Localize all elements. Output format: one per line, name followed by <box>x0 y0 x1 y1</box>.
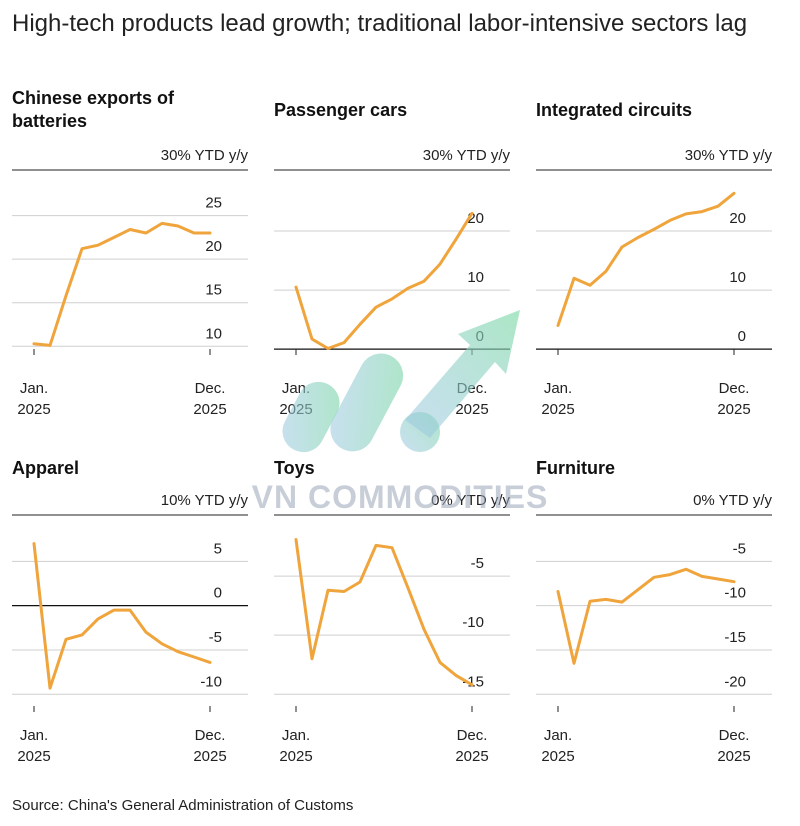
x-axis-label: Jan. <box>282 727 310 744</box>
series-line <box>556 567 736 665</box>
x-axis-label: 2025 <box>717 748 750 765</box>
series-line <box>32 221 212 347</box>
y-tick-label: 0 <box>738 328 746 345</box>
panel-title: batteries <box>12 111 87 131</box>
x-axis-label: 2025 <box>279 748 312 765</box>
series-line <box>32 542 212 690</box>
x-axis-label: 2025 <box>717 401 750 418</box>
x-axis-label: Dec. <box>719 727 750 744</box>
unit-label: 10% YTD y/y <box>161 492 249 509</box>
x-axis-label: 2025 <box>455 748 488 765</box>
y-tick-label: 10 <box>205 325 222 342</box>
unit-label: 30% YTD y/y <box>161 147 249 164</box>
y-tick-label: 0 <box>214 585 222 602</box>
x-axis-label: Jan. <box>20 380 48 397</box>
series-line <box>294 211 474 350</box>
y-tick-label: -20 <box>724 673 746 690</box>
x-axis-label: 2025 <box>17 748 50 765</box>
x-axis-label: 2025 <box>17 401 50 418</box>
x-axis-label: Jan. <box>544 727 572 744</box>
unit-label: 30% YTD y/y <box>423 147 511 164</box>
panel-title: Chinese exports of <box>12 88 175 108</box>
x-axis-label: Dec. <box>457 727 488 744</box>
y-tick-label: -15 <box>724 629 746 646</box>
series-line <box>294 538 474 687</box>
y-tick-label: 15 <box>205 282 222 299</box>
y-tick-label: -5 <box>209 629 222 646</box>
y-tick-label: -10 <box>724 585 746 602</box>
x-axis-label: Jan. <box>20 727 48 744</box>
unit-label: 0% YTD y/y <box>431 492 510 509</box>
x-axis-label: 2025 <box>541 401 574 418</box>
y-tick-label: 20 <box>729 210 746 227</box>
x-axis-label: Dec. <box>195 380 226 397</box>
chart-headline: High-tech products lead growth; traditio… <box>12 10 748 37</box>
series-line <box>556 191 736 327</box>
unit-label: 0% YTD y/y <box>693 492 772 509</box>
x-axis-label: Dec. <box>719 380 750 397</box>
y-tick-label: -5 <box>471 555 484 572</box>
y-tick-label: -5 <box>733 540 746 557</box>
panel-title: Toys <box>274 458 315 478</box>
x-axis-label: 2025 <box>193 401 226 418</box>
x-axis-label: 2025 <box>541 748 574 765</box>
y-tick-label: 10 <box>729 269 746 286</box>
panel-title: Integrated circuits <box>536 100 692 120</box>
y-tick-label: -10 <box>200 673 222 690</box>
y-tick-label: 20 <box>205 238 222 255</box>
x-axis-label: 2025 <box>193 748 226 765</box>
panel-title: Apparel <box>12 458 79 478</box>
unit-label: 30% YTD y/y <box>685 147 773 164</box>
source-note: Source: China's General Administration o… <box>12 797 354 814</box>
x-axis-label: Jan. <box>544 380 572 397</box>
x-axis-label: Dec. <box>195 727 226 744</box>
y-tick-label: -15 <box>462 673 484 690</box>
y-tick-label: -10 <box>462 614 484 631</box>
y-tick-label: 5 <box>214 540 222 557</box>
y-tick-label: 25 <box>205 195 222 212</box>
y-tick-label: 10 <box>467 269 484 286</box>
panel-title: Furniture <box>536 458 615 478</box>
panel-title: Passenger cars <box>274 100 407 120</box>
